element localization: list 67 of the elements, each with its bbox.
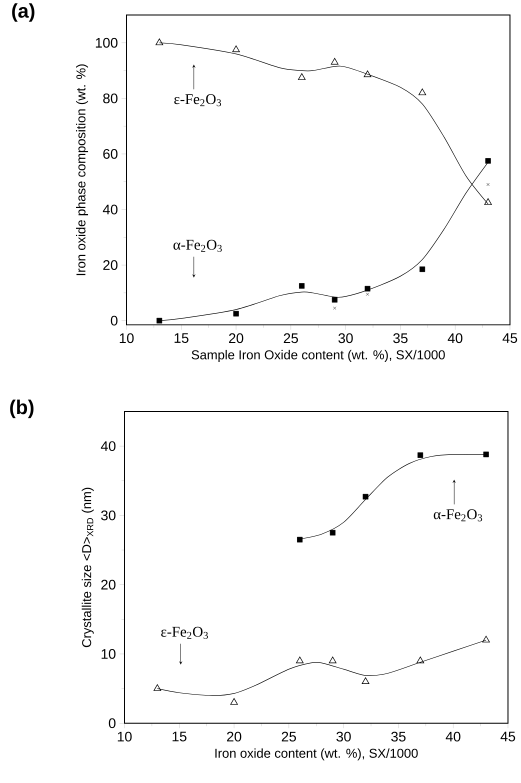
point [332,297,338,303]
x-tick-label: 25 [282,732,296,742]
point [364,70,372,78]
point [364,286,370,292]
point [233,310,239,316]
x-tick-label: 15 [172,732,186,742]
point [154,684,162,691]
point [330,530,336,536]
point [482,636,490,642]
x-tick-label: 10 [120,333,134,344]
x-tick-label: 45 [502,333,518,343]
point [486,182,490,186]
y-tick-label: 0 [108,718,116,728]
x-tick-label: 20 [229,333,244,344]
x-tick-label: 25 [284,333,298,344]
point [230,698,238,705]
y-tick-label: 30 [101,510,116,520]
point [156,38,164,46]
y-axis-title: Iron oxide phase composition (wt. %) [76,64,88,276]
x-tick-label: 30 [336,732,351,742]
point [330,58,338,65]
point [418,88,426,96]
point [333,306,336,310]
x-tick-label: 45 [500,732,516,742]
y-tick-label: 80 [103,93,118,104]
annotation: α-Fe$_{2}$O$_{3}$ [173,240,222,252]
chart-title: (a) [12,3,34,22]
annotation: ε-Fe$_{2}$O$_{3}$ [174,94,222,106]
x-tick-label: 30 [338,333,353,344]
point [418,452,424,458]
point [484,198,492,205]
y-tick-label: 60 [103,149,118,159]
point [297,536,303,542]
x-tick-label: 10 [118,732,132,742]
point [298,73,306,80]
line-series [157,640,486,696]
x-tick-label: 35 [393,333,408,344]
point [232,45,240,52]
y-tick-label: 40 [102,204,118,214]
point [416,656,424,664]
x-tick-label: 40 [446,732,460,742]
y-tick-label: 10 [102,649,116,659]
point [362,494,368,500]
point [420,266,426,272]
point [362,677,370,684]
point [156,318,162,324]
y-tick-label: 0 [110,316,118,326]
point [296,656,304,664]
x-tick-label: 40 [448,333,462,344]
x-tick-label: 20 [227,732,242,742]
x-axis-title: Iron oxide content (wt. %), SX/1000 [215,748,418,760]
y-axis-title: Crystallite size <D>$_{XRD}$ (nm) [82,488,94,648]
chart-title: (b) [10,400,34,418]
x-tick-label: 15 [174,333,188,343]
point [366,292,370,296]
annotation: α-Fe$_{2}$O$_{3}$ [434,509,482,522]
y-tick-label: 40 [100,441,116,452]
x-tick-label: 35 [391,732,406,742]
y-tick-label: 20 [101,580,116,590]
point [328,656,336,664]
point [299,283,305,289]
annotation: ε-Fe$_{2}$O$_{3}$ [161,626,208,639]
point [485,158,491,164]
point [483,452,489,458]
x-axis-title: Sample Iron Oxide content (wt. %), SX/1000 [192,350,445,362]
y-tick-label: 20 [103,260,118,270]
y-tick-label: 100 [96,38,118,48]
